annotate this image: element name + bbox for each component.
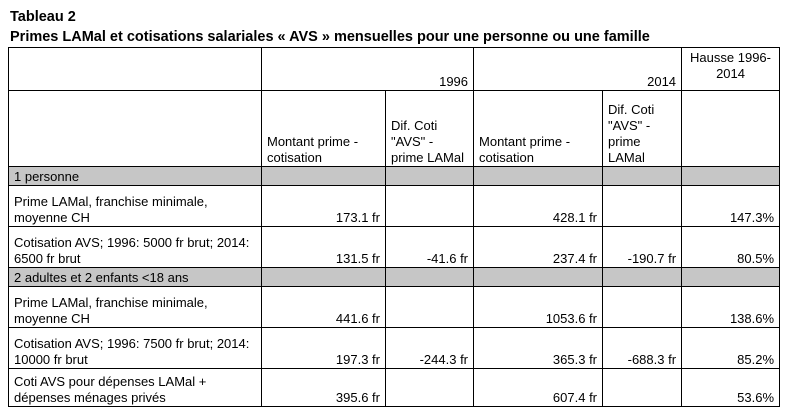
cell-montant-1996: 131.5 fr (261, 226, 386, 268)
cell-hausse: 147.3% (681, 185, 781, 227)
header-row-years: 1996 2014 Hausse 1996-2014 (8, 47, 781, 91)
table-row: Cotisation AVS; 1996: 5000 fr brut; 2014… (8, 226, 781, 268)
section-label: 2 adultes et 2 enfants <18 ans (8, 267, 262, 287)
header-montant-1996: Montant prime - cotisation (261, 90, 386, 167)
cell-montant-1996: 197.3 fr (261, 327, 386, 369)
cell-dif-2014 (602, 286, 683, 328)
section-row-famille: 2 adultes et 2 enfants <18 ans (8, 267, 781, 287)
header-dif-1996: Dif. Coti "AVS" - prime LAMal (384, 90, 475, 167)
row-label: Prime LAMal, franchise minimale, moyenne… (8, 185, 262, 227)
section-label: 1 personne (8, 166, 262, 186)
header-empty-cell (8, 47, 262, 91)
row-label: Cotisation AVS; 1996: 5000 fr brut; 2014… (8, 226, 262, 268)
cell-dif-2014 (602, 368, 683, 407)
header-montant-2014: Montant prime - cotisation (473, 90, 604, 167)
data-table: 1996 2014 Hausse 1996-2014 Montant prime… (8, 47, 781, 407)
section-row-1-personne: 1 personne (8, 166, 781, 186)
cell-dif-2014: -688.3 fr (602, 327, 683, 369)
cell-dif-2014 (602, 185, 683, 227)
cell-dif-1996: -244.3 fr (384, 327, 475, 369)
cell-montant-2014: 1053.6 fr (473, 286, 604, 328)
cell-montant-2014: 428.1 fr (473, 185, 604, 227)
table-title: Tableau 2 (10, 9, 76, 25)
cell-dif-1996: -41.6 fr (384, 226, 475, 268)
cell-hausse: 80.5% (681, 226, 781, 268)
cell-hausse: 85.2% (681, 327, 781, 369)
row-label: Coti AVS pour dépenses LAMal + dépenses … (8, 368, 262, 407)
cell-montant-1996: 173.1 fr (261, 185, 386, 227)
cell-montant-1996: 395.6 fr (261, 368, 386, 407)
cell-dif-2014: -190.7 fr (602, 226, 683, 268)
cell-montant-2014: 365.3 fr (473, 327, 604, 369)
table-row: Prime LAMal, franchise minimale, moyenne… (8, 286, 781, 328)
header-dif-2014: Dif. Coti "AVS" - prime LAMal (602, 90, 683, 167)
table-row: Cotisation AVS; 1996: 7500 fr brut; 2014… (8, 327, 781, 369)
header-year-1996: 1996 (260, 47, 475, 91)
cell-montant-2014: 237.4 fr (473, 226, 604, 268)
table-row: Prime LAMal, franchise minimale, moyenne… (8, 185, 781, 227)
cell-montant-2014: 607.4 fr (473, 368, 604, 407)
cell-dif-1996 (384, 185, 475, 227)
header-empty-cell (681, 90, 781, 167)
cell-montant-1996: 441.6 fr (261, 286, 386, 328)
row-label: Prime LAMal, franchise minimale, moyenne… (8, 286, 262, 328)
header-year-2014: 2014 (473, 47, 683, 91)
header-hausse: Hausse 1996-2014 (681, 47, 781, 91)
table-row: Coti AVS pour dépenses LAMal + dépenses … (8, 368, 781, 407)
cell-hausse: 53.6% (681, 368, 781, 407)
cell-dif-1996 (384, 286, 475, 328)
header-row-columns: Montant prime - cotisation Dif. Coti "AV… (8, 90, 781, 167)
row-label: Cotisation AVS; 1996: 7500 fr brut; 2014… (8, 327, 262, 369)
cell-dif-1996 (384, 368, 475, 407)
cell-hausse: 138.6% (681, 286, 781, 328)
header-empty-cell (8, 90, 262, 167)
table-subtitle: Primes LAMal et cotisations salariales «… (10, 29, 650, 45)
